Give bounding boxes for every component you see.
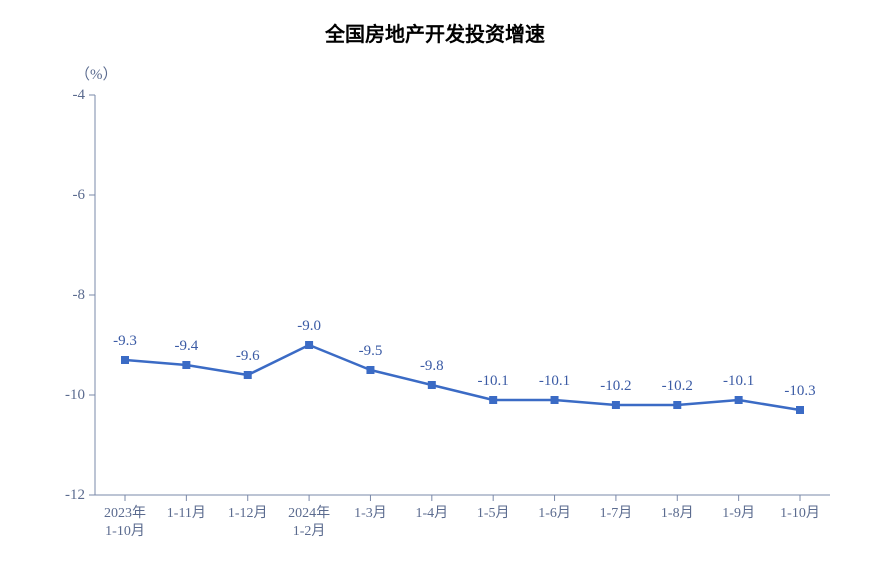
data-label: -10.1: [539, 373, 570, 390]
data-label: -9.3: [113, 333, 137, 350]
data-label: -10.1: [723, 373, 754, 390]
data-label: -9.6: [236, 348, 260, 365]
chart-container: 全国房地产开发投资增速 （%） -4-6-8-10-12 2023年 1-10月…: [0, 0, 870, 584]
y-tick-label: -8: [73, 287, 86, 304]
y-tick-label: -10: [65, 387, 85, 404]
y-tick-label: -12: [65, 487, 85, 504]
data-label: -10.1: [478, 373, 509, 390]
data-label: -9.5: [359, 343, 383, 360]
data-label: -9.0: [297, 318, 321, 335]
data-label: -10.2: [662, 378, 693, 395]
x-tick-label: 1-10月: [760, 505, 840, 523]
data-label: -9.8: [420, 358, 444, 375]
y-tick-label: -6: [73, 187, 86, 204]
data-label: -9.4: [174, 338, 198, 355]
data-label: -10.3: [784, 383, 815, 400]
chart-svg: [0, 0, 870, 584]
data-label: -10.2: [600, 378, 631, 395]
y-tick-label: -4: [73, 87, 86, 104]
